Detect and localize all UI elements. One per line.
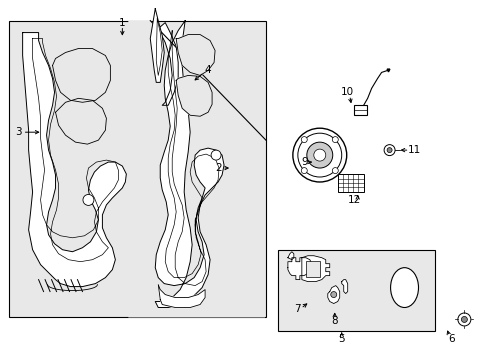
Text: 7: 7 <box>294 305 301 315</box>
Circle shape <box>332 168 338 174</box>
Circle shape <box>461 316 467 323</box>
Polygon shape <box>176 35 215 75</box>
Polygon shape <box>287 258 311 280</box>
Circle shape <box>292 128 346 182</box>
Bar <box>9 21 265 318</box>
Circle shape <box>313 149 325 161</box>
Circle shape <box>386 148 391 153</box>
Polygon shape <box>150 9 164 82</box>
Text: 4: 4 <box>204 66 211 76</box>
Polygon shape <box>128 21 264 318</box>
Text: 9: 9 <box>301 157 307 167</box>
Circle shape <box>383 145 394 156</box>
Polygon shape <box>327 285 339 303</box>
Text: 10: 10 <box>341 87 353 97</box>
Text: 1: 1 <box>119 18 125 28</box>
Bar <box>353 105 366 115</box>
Circle shape <box>297 133 341 177</box>
Polygon shape <box>287 252 293 260</box>
Circle shape <box>301 136 306 143</box>
Circle shape <box>83 194 94 206</box>
Text: 6: 6 <box>447 334 454 345</box>
Polygon shape <box>155 21 224 307</box>
Text: 11: 11 <box>407 145 420 155</box>
Circle shape <box>332 136 338 143</box>
Circle shape <box>330 292 336 298</box>
Text: 2: 2 <box>214 163 221 173</box>
Polygon shape <box>52 49 110 102</box>
Bar <box>277 250 435 332</box>
Polygon shape <box>301 256 329 282</box>
Polygon shape <box>341 280 347 293</box>
Circle shape <box>211 150 221 160</box>
Polygon shape <box>158 285 204 307</box>
Circle shape <box>301 168 306 174</box>
Text: 3: 3 <box>15 127 22 137</box>
Polygon shape <box>176 75 212 116</box>
Polygon shape <box>56 98 106 144</box>
Text: 8: 8 <box>331 316 337 327</box>
Ellipse shape <box>390 268 418 307</box>
Bar <box>337 174 363 192</box>
Bar <box>305 261 319 276</box>
Text: 12: 12 <box>347 195 361 205</box>
Polygon shape <box>22 32 126 287</box>
Circle shape <box>457 313 470 326</box>
Circle shape <box>306 142 332 168</box>
Text: 5: 5 <box>338 334 345 345</box>
Polygon shape <box>158 23 178 105</box>
